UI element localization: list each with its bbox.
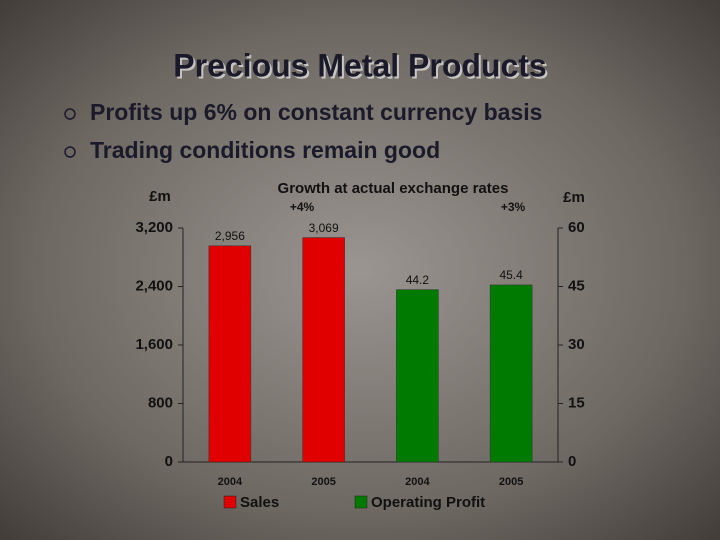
y2-axis-label: £m [563, 189, 585, 206]
bar [489, 284, 533, 463]
bullet-text: Profits up 6% on constant currency basis [90, 99, 542, 125]
y-tick-label: 800 [148, 394, 173, 411]
legend-swatch [223, 495, 237, 509]
x-tick-label: 2005 [311, 476, 335, 488]
y2-tick-label: 45 [568, 277, 585, 294]
x-tick-label: 2004 [405, 476, 430, 488]
value-label: 2,956 [215, 229, 245, 243]
y2-tick-label: 60 [568, 219, 585, 236]
y-tick-label: 1,600 [135, 336, 173, 353]
legend-label: Operating Profit [371, 494, 485, 511]
y-tick-label: 0 [165, 453, 173, 470]
bullet-text: Trading conditions remain good [90, 137, 440, 163]
legend-label: Sales [240, 494, 279, 511]
x-tick-label: 2004 [218, 476, 243, 488]
value-label: 3,069 [309, 221, 339, 235]
bullet [64, 108, 76, 120]
y2-tick-label: 30 [568, 336, 585, 353]
annotation: +4% [290, 200, 315, 214]
bar [396, 289, 439, 463]
title-shadow: Precious Metal Products [175, 49, 548, 85]
slide-title: Precious Metal Products [173, 47, 546, 83]
y2-tick-label: 15 [568, 394, 585, 411]
value-label: 44.2 [406, 273, 430, 287]
y2-tick-label: 0 [568, 453, 576, 470]
bar [302, 237, 345, 463]
bar [208, 245, 252, 463]
bullet [64, 146, 76, 158]
y-axis-label: £m [149, 188, 171, 205]
y-tick-label: 3,200 [135, 219, 173, 236]
annotation: Growth at actual exchange rates [278, 180, 509, 197]
annotation: +3% [501, 200, 526, 214]
value-label: 45.4 [499, 268, 523, 282]
legend-swatch [354, 495, 368, 509]
x-tick-label: 2005 [499, 476, 523, 488]
y-tick-label: 2,400 [135, 277, 173, 294]
